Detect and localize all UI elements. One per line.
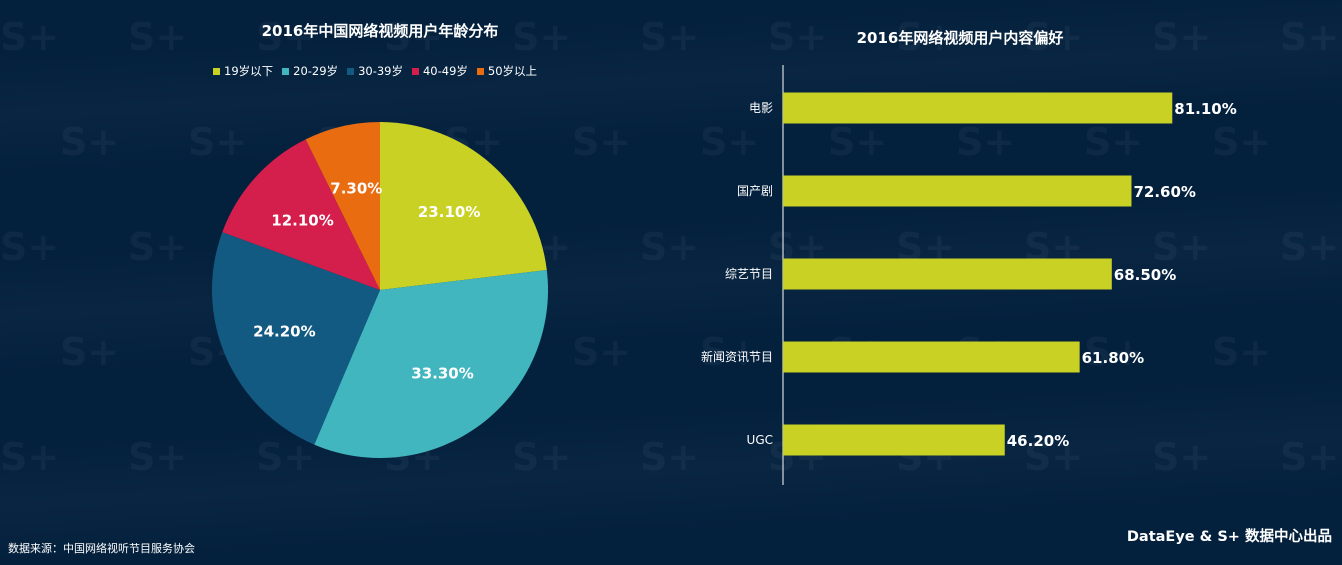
pie-legend: 19岁以下 20-29岁 30-39岁 40-49岁 50岁以上 — [213, 63, 537, 79]
pie-slice — [211, 232, 380, 445]
legend-swatch — [476, 67, 484, 75]
legend-swatch — [213, 67, 220, 75]
category-label: 新闻资讯节目 — [701, 349, 773, 364]
legend-item: 30-39岁 — [347, 63, 403, 79]
pie-slice-label: 7.30% — [330, 180, 382, 198]
category-label: 电影 — [749, 101, 773, 115]
legend-swatch — [282, 67, 290, 75]
category-label: 国产剧 — [737, 184, 773, 198]
legend-label: 20-29岁 — [293, 64, 339, 78]
bar-chart-title: 2016年网络视频用户内容偏好 — [856, 29, 1064, 47]
pie-slice — [305, 122, 380, 290]
bar-chart: 电影 81.10% 国产剧 72.60% 综艺节目 68.50% 新闻资讯节目 61.80% U… — [701, 65, 1237, 485]
bar-value-label: 46.20% — [1007, 432, 1069, 450]
pie-slice — [222, 139, 380, 290]
pie-slice-label: 12.10% — [271, 211, 333, 229]
category-label: 综艺节目 — [725, 267, 773, 281]
bar — [783, 424, 1005, 456]
credit-text: DataEye & S+ 数据中心出品 — [1126, 529, 1332, 545]
legend-swatch — [347, 67, 355, 75]
pie-slice-label: 24.20% — [253, 322, 315, 340]
bar-value-label: 68.50% — [1114, 266, 1176, 284]
bar-value-label: 61.80% — [1082, 349, 1144, 367]
pie-chart: 23.10% 33.30% 24.20% 12.10% 7.30% — [211, 122, 548, 458]
legend-item: 20-29岁 — [282, 63, 338, 79]
bar-value-label: 72.60% — [1133, 183, 1195, 201]
pie-slice — [380, 122, 547, 290]
legend-label: 40-49岁 — [422, 64, 468, 78]
pie-slice — [314, 269, 548, 458]
bar — [783, 258, 1112, 290]
pie-chart-title: 2016年中国网络视频用户年龄分布 — [261, 22, 499, 40]
legend-item: 40-49岁 — [411, 63, 468, 79]
legend-swatch — [411, 67, 419, 75]
source-note: 数据来源：中国网络视听节目服务协会 — [8, 542, 195, 555]
pie-slice-label: 23.10% — [418, 203, 480, 221]
legend-item: 50岁以上 — [476, 63, 538, 79]
bar — [783, 341, 1080, 373]
legend-label: 30-39岁 — [358, 64, 403, 78]
legend-item: 19岁以下 — [213, 63, 273, 79]
pie-slice-label: 33.30% — [411, 364, 473, 382]
bar — [783, 175, 1132, 207]
legend-label: 50岁以上 — [487, 64, 538, 78]
bar — [783, 92, 1173, 124]
legend-label: 19岁以下 — [224, 64, 274, 78]
category-label: UGC — [747, 433, 773, 447]
bar-value-label: 81.10% — [1174, 100, 1236, 118]
